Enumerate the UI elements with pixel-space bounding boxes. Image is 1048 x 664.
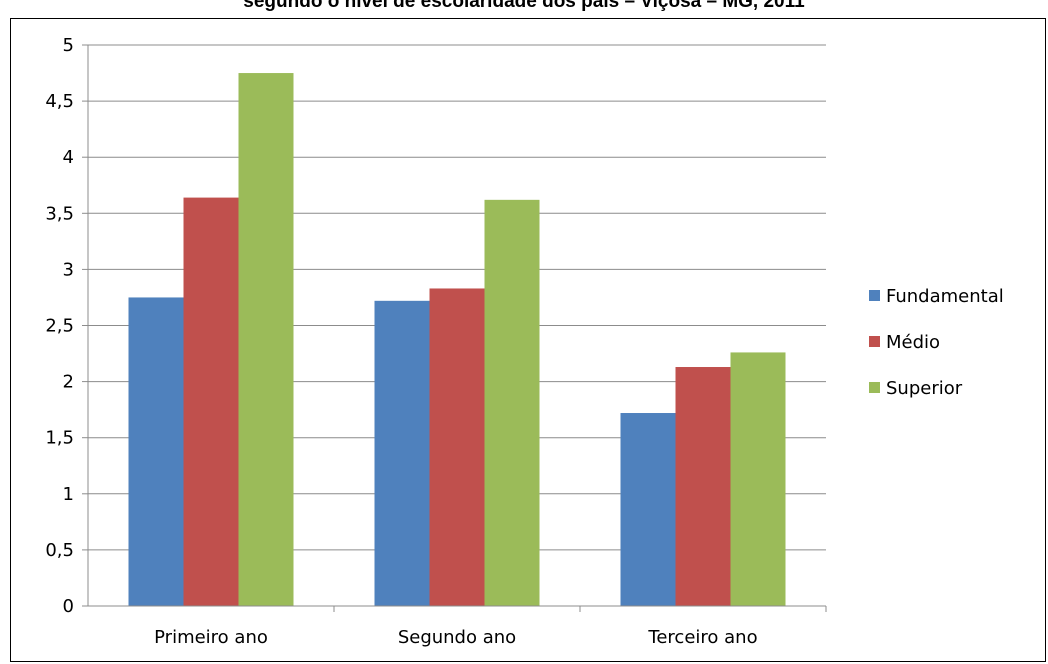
bar xyxy=(374,300,430,606)
y-tick-label: 2,5 xyxy=(45,316,74,337)
bar xyxy=(675,367,731,606)
y-tick-label: 3 xyxy=(63,259,74,280)
bars xyxy=(128,73,786,607)
y-tick-label: 1,5 xyxy=(45,428,74,449)
bar xyxy=(730,352,786,606)
legend-label: Médio xyxy=(886,332,940,353)
x-tick-label: Terceiro ano xyxy=(647,627,757,648)
legend-label: Fundamental xyxy=(886,286,1004,307)
legend-label: Superior xyxy=(886,378,963,399)
chart-title: segundo o nível de escolaridade dos pais… xyxy=(243,0,805,12)
bar xyxy=(620,413,676,606)
y-tick-label: 2 xyxy=(63,372,74,393)
y-tick-label: 3,5 xyxy=(45,203,74,224)
chart-frame: 0 0,5 1 1,5 2 2,5 3 3,5 4 4,5 5 Primeiro ano Segund… xyxy=(10,18,1046,662)
y-tick-labels: 0 0,5 1 1,5 2 2,5 3 3,5 4 4,5 5 xyxy=(45,35,74,617)
legend-swatch xyxy=(869,290,880,301)
x-tick-labels: Primeiro ano Segundo ano Terceiro ano xyxy=(154,627,757,648)
y-tick-label: 1 xyxy=(63,484,74,505)
legend-swatch xyxy=(869,336,880,347)
y-tick-label: 0,5 xyxy=(45,540,74,561)
x-tick-label: Primeiro ano xyxy=(154,627,268,648)
bar xyxy=(429,288,485,606)
y-tick-label: 5 xyxy=(63,35,74,56)
bar xyxy=(238,73,294,607)
axes xyxy=(82,44,827,612)
bar xyxy=(128,297,184,606)
bar xyxy=(484,199,540,606)
y-tick-label: 4 xyxy=(63,147,74,168)
bar-chart: 0 0,5 1 1,5 2 2,5 3 3,5 4 4,5 5 Primeiro ano Segund… xyxy=(45,35,1004,648)
legend: Fundamental Médio Superior xyxy=(869,286,1004,399)
x-tick-label: Segundo ano xyxy=(398,627,516,648)
y-tick-label: 0 xyxy=(63,596,74,617)
y-tick-label: 4,5 xyxy=(45,91,74,112)
bar xyxy=(183,197,239,607)
legend-swatch xyxy=(869,382,880,393)
